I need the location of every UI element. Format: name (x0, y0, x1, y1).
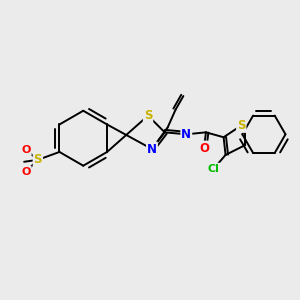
Text: O: O (199, 142, 209, 154)
Text: S: S (237, 119, 245, 132)
Text: O: O (21, 167, 31, 177)
Text: S: S (144, 109, 152, 122)
Text: Cl: Cl (208, 164, 220, 174)
Text: S: S (34, 153, 42, 166)
Text: N: N (147, 142, 157, 155)
Text: N: N (181, 128, 191, 141)
Text: O: O (21, 145, 31, 155)
